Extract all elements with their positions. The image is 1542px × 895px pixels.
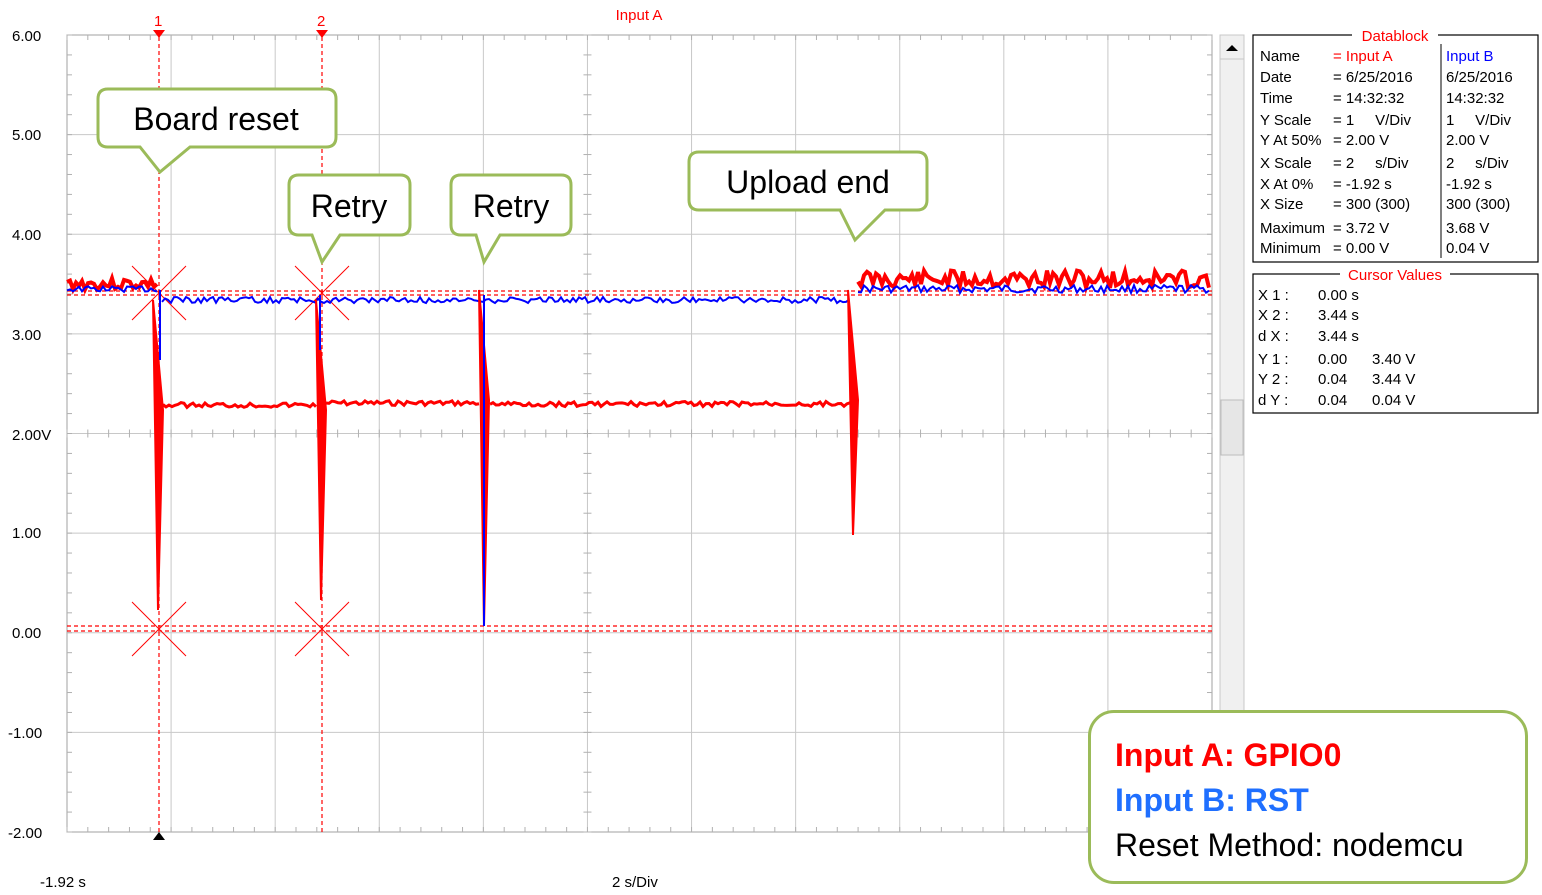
- datablock-name-label: Name: [1260, 48, 1300, 65]
- legend-reset-method: Reset Method: nodemcu: [1115, 827, 1464, 863]
- trace-input-a-segment: [162, 400, 318, 410]
- datablock-row-label: Y Scale: [1260, 112, 1311, 129]
- datablock-row-a: = 6/25/2016: [1333, 69, 1413, 86]
- y-tick-label: -1.00: [8, 725, 42, 742]
- grid: [66, 34, 1213, 833]
- cursor-2-top-marker[interactable]: [316, 30, 328, 38]
- cursor-value-label: Y 2 :: [1258, 371, 1289, 388]
- datablock-row-a: = 300 (300): [1333, 196, 1410, 213]
- cursor-value-label: X 2 :: [1258, 307, 1289, 324]
- cursor-value-1: 0.04: [1318, 371, 1347, 388]
- trace-input-a-segment: [489, 399, 851, 409]
- callout-upload-end: Upload end: [687, 150, 929, 243]
- trace-input-a-spike: [152, 299, 165, 611]
- datablock-row-a: = 2.00 V: [1333, 132, 1389, 149]
- cursor-cross-markers: [131, 265, 350, 657]
- datablock-row-a: = 0.00 V: [1333, 240, 1389, 257]
- cursor-value-1: 3.44 s: [1318, 328, 1359, 345]
- y-tick-label: 5.00: [12, 127, 41, 144]
- datablock-row-label: Y At 50%: [1260, 132, 1321, 149]
- trace-input-b-segment: [66, 284, 158, 294]
- callout-retry-2-text: Retry: [473, 188, 549, 224]
- datablock-row-label: Date: [1260, 69, 1292, 86]
- y-tick-label: 2.00V: [12, 427, 51, 444]
- datablock-name-b: Input B: [1446, 48, 1494, 65]
- datablock-row-b: -1.92 s: [1446, 176, 1492, 193]
- cursor-value-1: 0.00 s: [1318, 287, 1359, 304]
- datablock-row-b: 0.04 V: [1446, 240, 1489, 257]
- trace-input-a-spike: [847, 289, 860, 536]
- datablock-row-b: 3.68 V: [1446, 220, 1489, 237]
- callout-retry-1: Retry: [287, 173, 412, 266]
- y-tick-label: 6.00: [12, 28, 41, 45]
- datablock-row-b: 14:32:32: [1446, 90, 1504, 107]
- datablock-row-label: X At 0%: [1260, 176, 1313, 193]
- waveforms: [66, 263, 1211, 627]
- datablock-row-label: X Size: [1260, 196, 1303, 213]
- legend-input-b: Input B: RST: [1115, 782, 1309, 818]
- y-axis-labels: 6.00 5.00 4.00 3.00 2.00V 1.00 0.00 -1.0…: [8, 28, 51, 842]
- callout-upload-end-text: Upload end: [726, 164, 890, 200]
- vertical-scrollbar[interactable]: [1219, 34, 1245, 833]
- callout-retry-2: Retry: [449, 173, 573, 266]
- y-tick-label: 3.00: [12, 327, 41, 344]
- datablock-row-a: = 3.72 V: [1333, 220, 1389, 237]
- y-tick-label: 4.00: [12, 227, 41, 244]
- channel-title: Input A: [616, 7, 663, 24]
- cursor-value-1: 3.44 s: [1318, 307, 1359, 324]
- cursor-1-label: 1: [154, 13, 162, 30]
- datablock-row-a: = 14:32:32: [1333, 90, 1404, 107]
- datablock-row-b: 2.00 V: [1446, 132, 1489, 149]
- cursor-value-2: 3.44 V: [1372, 371, 1415, 388]
- cursor-value-label: d X :: [1258, 328, 1289, 345]
- trace-input-b-segment: [857, 282, 1210, 296]
- datablock-row-a: = 1 V/Div: [1333, 112, 1411, 129]
- trigger-marker[interactable]: [153, 832, 165, 840]
- trace-input-a-segment: [66, 271, 159, 295]
- y-tick-label: -2.00: [8, 825, 42, 842]
- cursor-value-label: Y 1 :: [1258, 351, 1289, 368]
- cursor-2-label: 2: [317, 13, 325, 30]
- callout-retry-1-text: Retry: [311, 188, 387, 224]
- datablock-name-a: = Input A: [1333, 48, 1393, 65]
- cursor-value-1: 0.04: [1318, 392, 1347, 409]
- legend-box: Input A: GPIO0 Input B: RST Reset Method…: [1088, 710, 1528, 884]
- scroll-thumb[interactable]: [1220, 399, 1244, 456]
- datablock-row-label: X Scale: [1260, 155, 1312, 172]
- trace-input-a-spike: [315, 299, 328, 601]
- trace-input-b-segment: [161, 294, 850, 305]
- trace-input-a-segment: [856, 263, 1211, 295]
- x-scale-label: 2 s/Div: [612, 874, 658, 891]
- datablock-row-b: 2 s/Div: [1446, 155, 1509, 172]
- datablock-row-label: Time: [1260, 90, 1293, 107]
- datablock-row-label: Minimum: [1260, 240, 1321, 257]
- cursor-value-label: X 1 :: [1258, 287, 1289, 304]
- cursor-value-2: 0.04 V: [1372, 392, 1415, 409]
- cursor-values-title: Cursor Values: [1348, 267, 1442, 284]
- datablock-row-b: 6/25/2016: [1446, 69, 1513, 86]
- callout-board-reset: Board reset: [96, 87, 338, 175]
- y-tick-label: 1.00: [12, 525, 41, 542]
- cursor-values-panel: Cursor Values X 1 : 0.00 s X 2 : 3.44 s d X …: [1252, 266, 1539, 414]
- x-start-label: -1.92 s: [40, 874, 86, 891]
- datablock-row-label: Maximum: [1260, 220, 1325, 237]
- cursor-value-label: d Y :: [1258, 392, 1288, 409]
- datablock-rows: Date = 6/25/2016 6/25/2016 Time = 14:32:32 14…: [1260, 69, 1513, 257]
- scroll-up-arrow-icon: [1226, 45, 1238, 51]
- y-tick-label: 0.00: [12, 625, 41, 642]
- datablock-row-a: = -1.92 s: [1333, 176, 1392, 193]
- cursor-value-1: 0.00: [1318, 351, 1347, 368]
- datablock-row-a: = 2 s/Div: [1333, 155, 1409, 172]
- cursor-values-rows: X 1 : 0.00 s X 2 : 3.44 s d X : 3.44 s Y 1 : 0.…: [1258, 287, 1415, 409]
- trace-input-a-segment: [325, 398, 480, 408]
- datablock-row-b: 1 V/Div: [1446, 112, 1512, 129]
- datablock-title: Datablock: [1362, 28, 1429, 45]
- legend-input-a: Input A: GPIO0: [1115, 737, 1342, 773]
- datablock-row-b: 300 (300): [1446, 196, 1510, 213]
- callout-board-reset-text: Board reset: [133, 101, 299, 137]
- cursor-value-2: 3.40 V: [1372, 351, 1415, 368]
- cursor-1-top-marker[interactable]: [153, 30, 165, 38]
- datablock-panel: Datablock Name = Input A Input B Date = 6…: [1252, 27, 1539, 263]
